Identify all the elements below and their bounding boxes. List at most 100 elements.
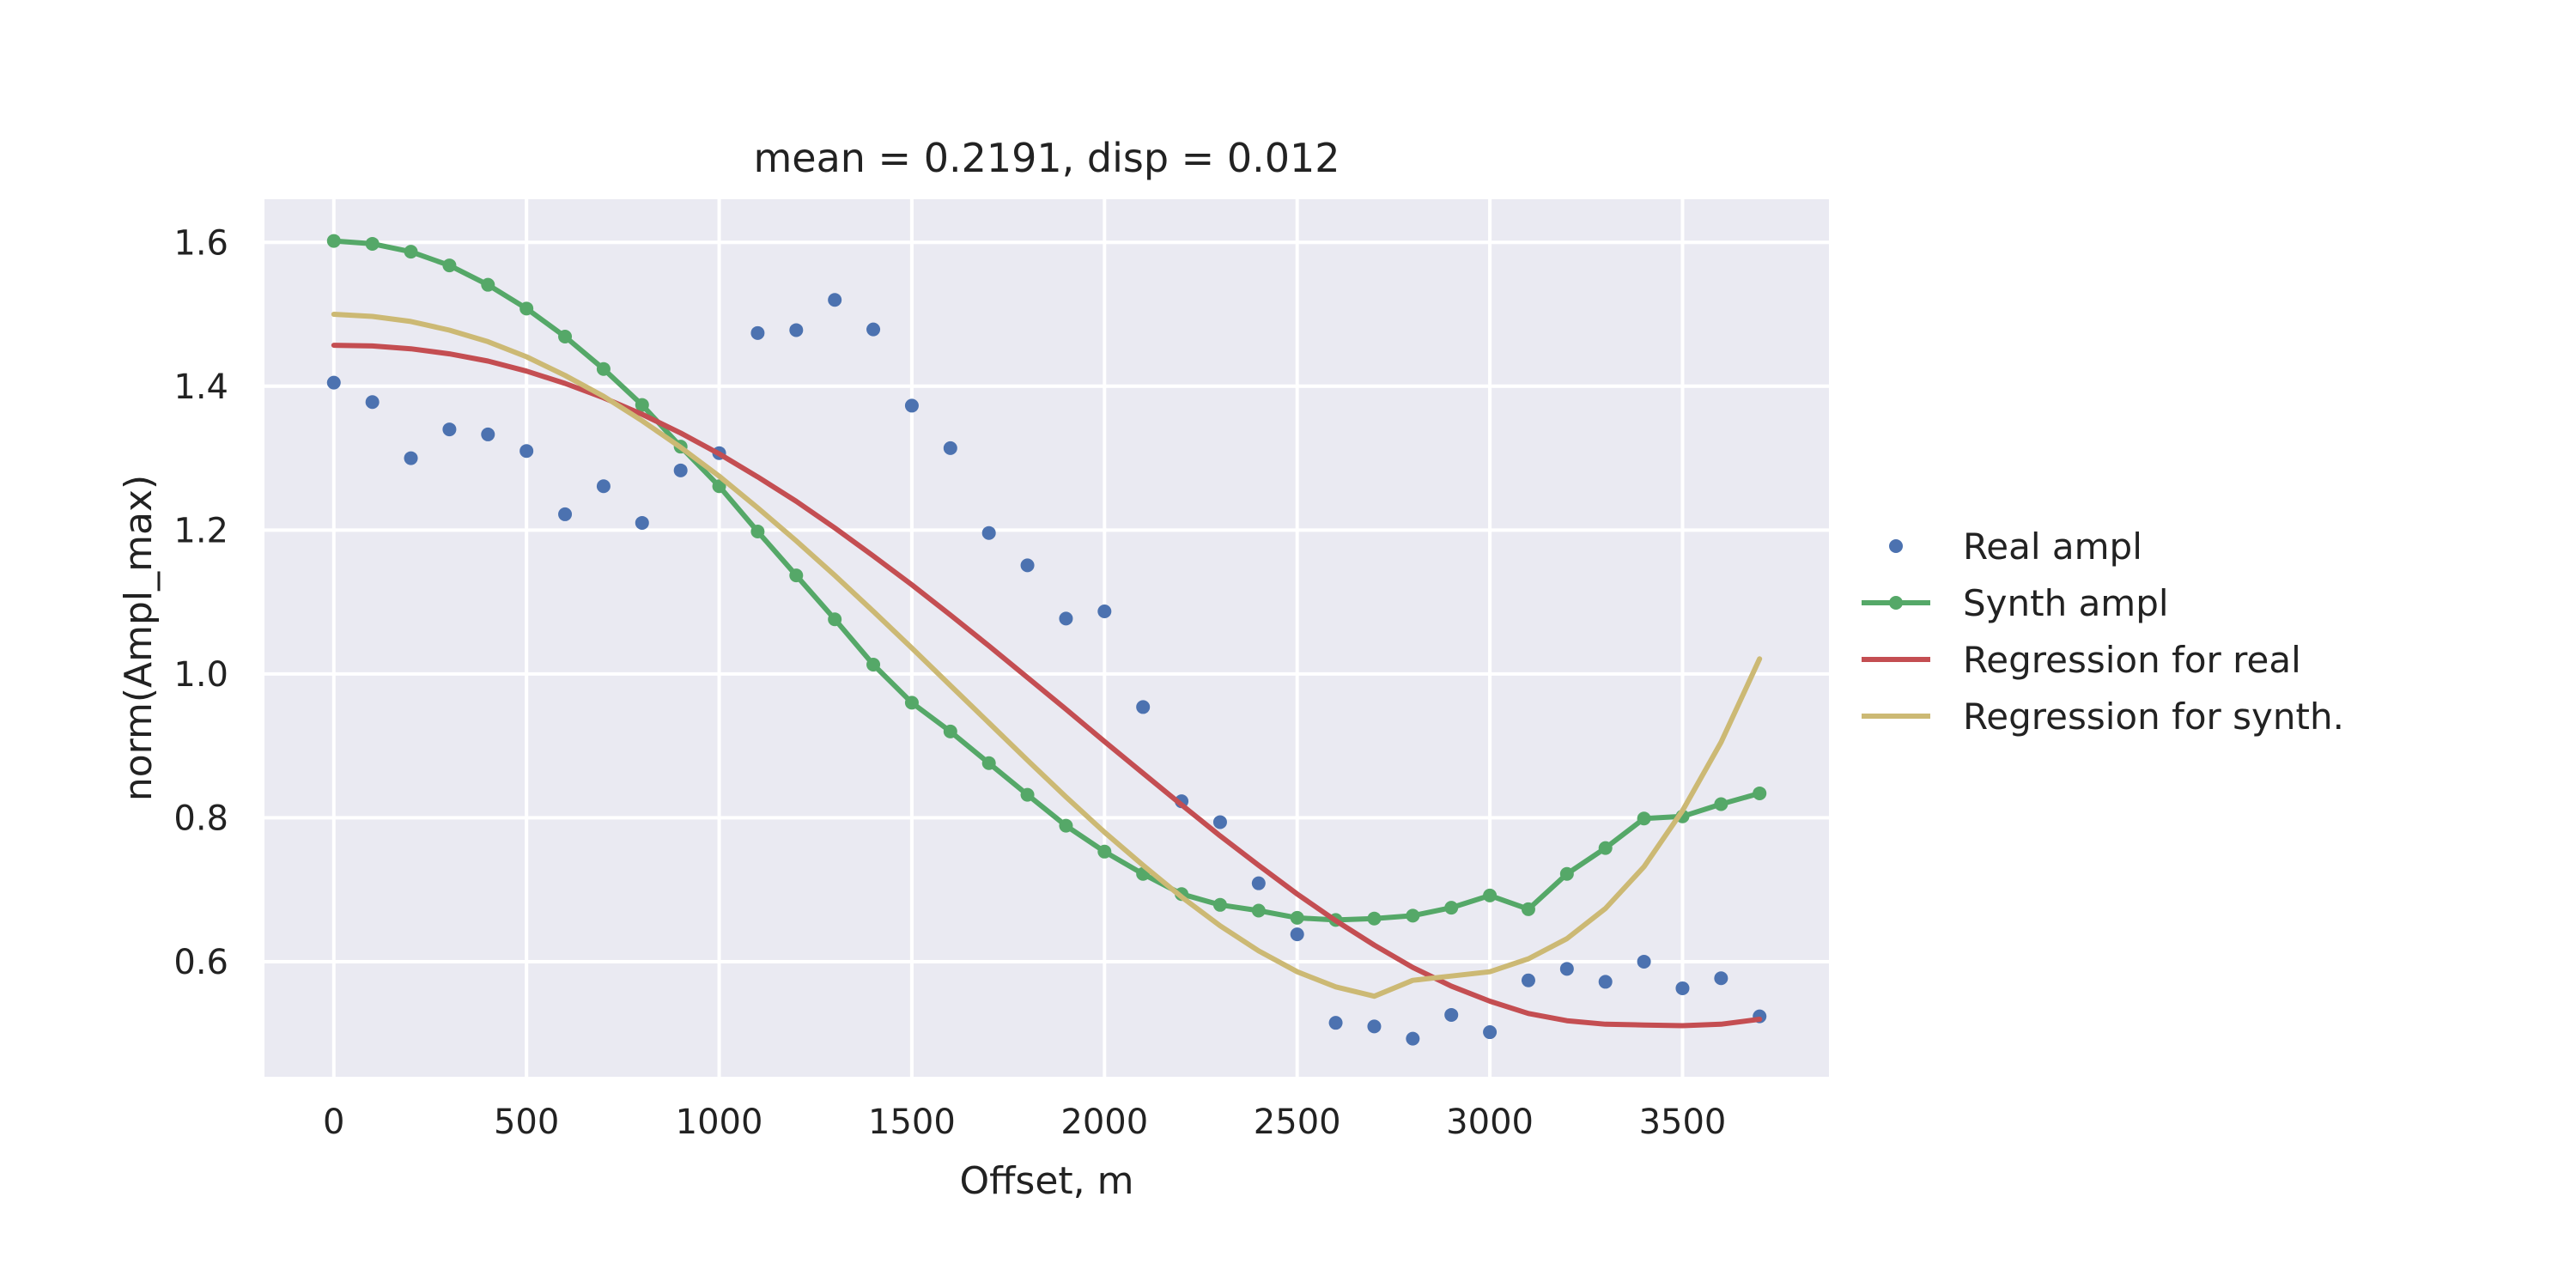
data-point <box>981 756 996 770</box>
data-point <box>326 234 341 248</box>
x-tick-label: 0 <box>323 1103 344 1142</box>
data-point <box>1598 841 1613 855</box>
y-tick-label: 0.6 <box>173 943 228 982</box>
legend: Real ampl Synth ampl Regression for real Re… <box>1862 526 2344 738</box>
plot-area <box>264 199 1829 1077</box>
data-point <box>1598 975 1613 989</box>
data-point <box>1483 888 1498 902</box>
legend-item: Regression for real <box>1862 639 2301 681</box>
legend-item: Synth ampl <box>1862 582 2169 624</box>
series-real-ampl <box>326 293 1767 1046</box>
data-point <box>442 258 457 273</box>
data-point <box>750 525 765 539</box>
data-point <box>1059 611 1073 626</box>
x-tick-label: 3500 <box>1639 1103 1727 1142</box>
legend-swatch-marker <box>1889 539 1903 553</box>
series-regression-for-synth <box>331 312 1763 999</box>
legend-label: Regression for real <box>1963 639 2301 681</box>
data-point <box>904 398 919 413</box>
y-axis-title: norm(Ampl_max) <box>117 475 161 801</box>
data-point <box>1559 866 1574 881</box>
legend-label: Regression for synth. <box>1963 696 2344 738</box>
data-point <box>1059 818 1073 833</box>
data-point <box>1637 954 1651 969</box>
data-point <box>558 507 573 521</box>
data-point <box>326 375 341 390</box>
y-tick-label: 1.2 <box>173 511 228 550</box>
data-point <box>1753 786 1767 800</box>
data-point <box>1020 558 1035 573</box>
data-point <box>442 422 457 437</box>
x-tick-label: 500 <box>494 1103 559 1142</box>
data-point <box>481 427 495 441</box>
data-point <box>789 323 804 337</box>
data-point <box>1483 1025 1498 1040</box>
data-point <box>1714 797 1728 811</box>
series-line <box>331 312 1763 999</box>
data-point <box>558 330 573 344</box>
x-tick-labels: 0 500 1000 1500 2000 2500 3000 3500 <box>323 1103 1726 1142</box>
data-point <box>1212 897 1227 912</box>
data-point <box>404 245 418 259</box>
data-point <box>866 322 881 337</box>
data-point <box>1444 1007 1459 1022</box>
data-point <box>1251 903 1266 918</box>
legend-swatch-marker <box>1889 596 1903 610</box>
data-point <box>904 696 919 710</box>
data-point <box>1328 1016 1343 1030</box>
data-point <box>404 451 418 465</box>
data-point <box>1136 700 1151 714</box>
data-point <box>365 395 380 410</box>
data-point <box>1097 844 1112 859</box>
data-point <box>866 657 881 671</box>
data-point <box>1675 981 1690 995</box>
data-point <box>1559 962 1574 976</box>
data-point <box>1097 605 1112 619</box>
x-tick-label: 1000 <box>676 1103 763 1142</box>
data-point <box>1367 911 1382 926</box>
x-tick-label: 2500 <box>1254 1103 1341 1142</box>
grid <box>264 199 1829 1077</box>
x-tick-label: 3000 <box>1446 1103 1534 1142</box>
data-point <box>943 724 957 738</box>
data-point <box>673 463 688 477</box>
data-point <box>789 568 804 583</box>
legend-label: Real ampl <box>1963 526 2142 568</box>
x-tick-label: 1500 <box>868 1103 956 1142</box>
data-point <box>635 515 649 530</box>
data-point <box>1212 815 1227 829</box>
y-tick-label: 0.8 <box>173 799 228 838</box>
data-point <box>750 325 765 340</box>
data-point <box>1290 927 1304 942</box>
y-tick-label: 1.0 <box>173 655 228 695</box>
legend-item: Real ampl <box>1889 526 2142 568</box>
x-axis-title: Offset, m <box>959 1159 1133 1203</box>
data-point <box>635 398 649 412</box>
y-tick-label: 1.4 <box>173 368 228 407</box>
data-point <box>1406 1031 1420 1046</box>
legend-item: Regression for synth. <box>1862 696 2344 738</box>
series-line <box>331 343 1763 1029</box>
data-point <box>1714 971 1728 986</box>
series-regression-for-real <box>331 343 1763 1029</box>
data-point <box>1367 1019 1382 1034</box>
data-point <box>519 444 534 459</box>
data-point <box>1406 908 1420 923</box>
data-point <box>712 479 726 494</box>
x-tick-label: 2000 <box>1060 1103 1148 1142</box>
data-point <box>481 277 495 292</box>
series-layer <box>326 234 1767 1046</box>
data-point <box>519 301 534 316</box>
data-point <box>1020 787 1035 802</box>
y-tick-labels: 0.6 0.8 1.0 1.2 1.4 1.6 <box>173 223 228 982</box>
data-point <box>981 526 996 540</box>
data-point <box>596 361 611 376</box>
data-point <box>365 236 380 251</box>
data-point <box>596 479 611 494</box>
data-point <box>1521 973 1535 987</box>
legend-label: Synth ampl <box>1963 582 2169 624</box>
data-point <box>1251 876 1266 890</box>
data-point <box>1444 901 1459 915</box>
data-point <box>943 440 957 455</box>
